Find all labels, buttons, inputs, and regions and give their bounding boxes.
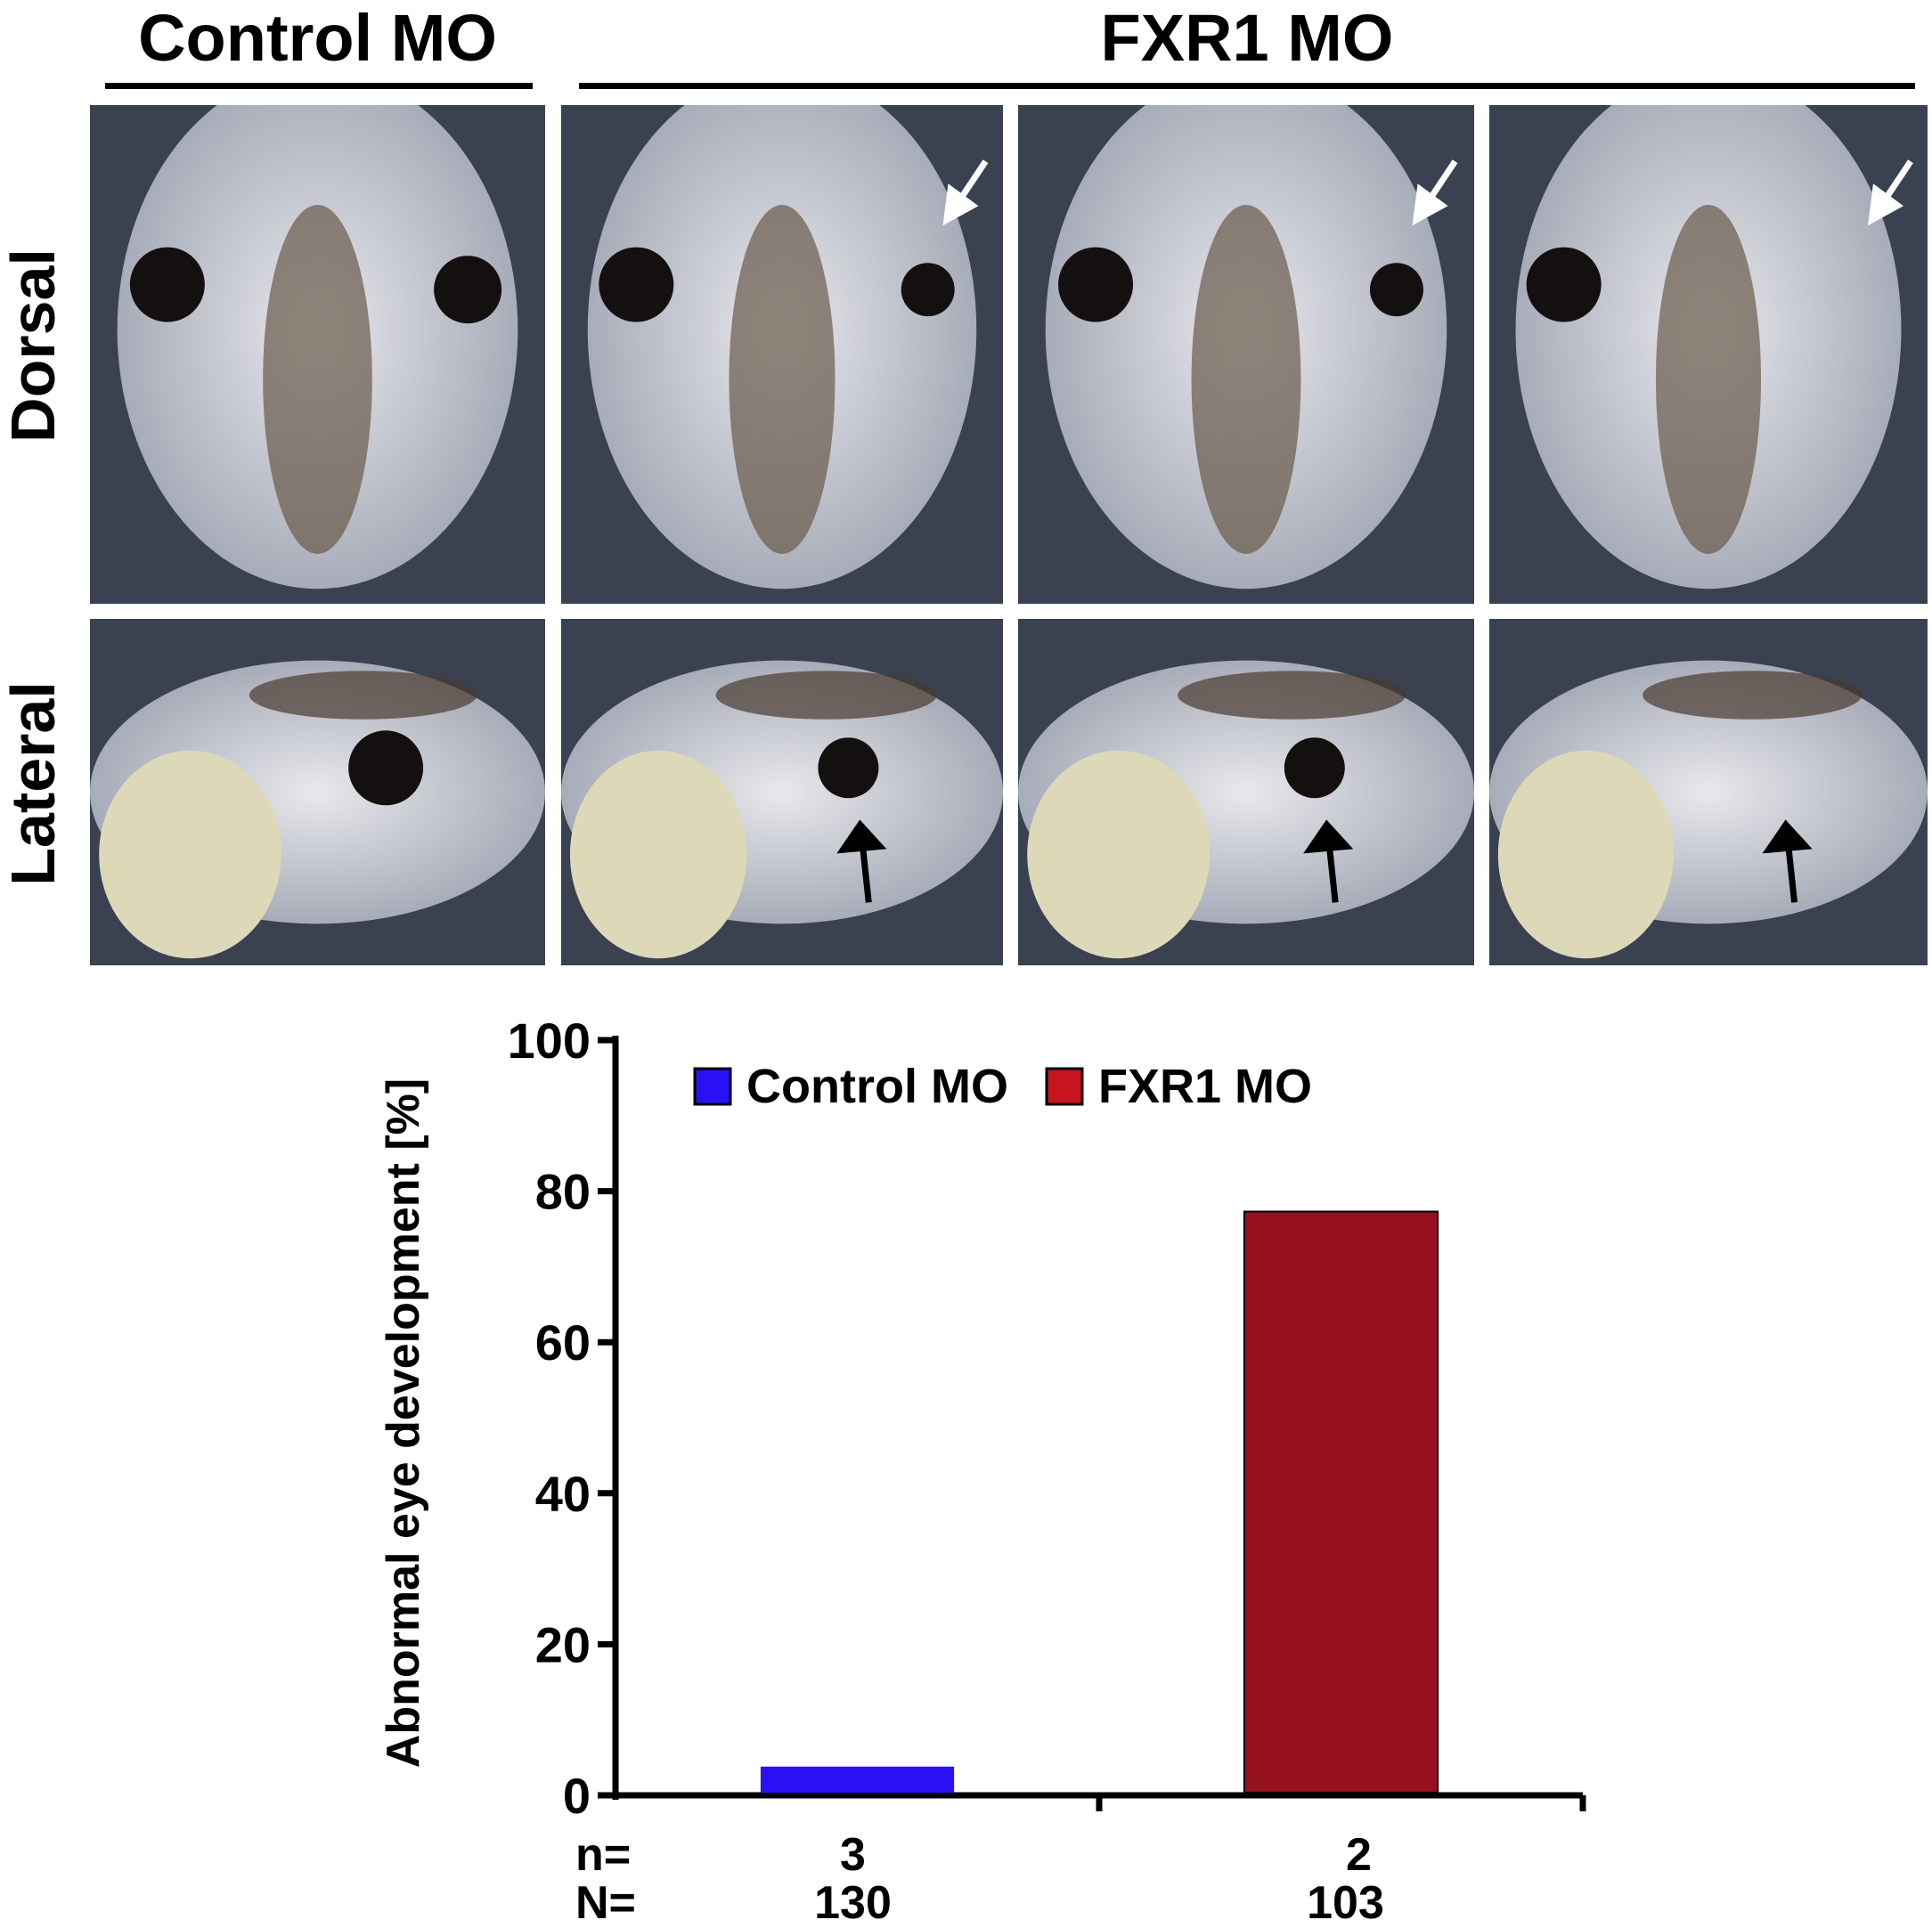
N-label: N= (575, 1877, 636, 1928)
lateral-embryo-image (1018, 619, 1474, 965)
y-tick-label: 40 (535, 1466, 591, 1522)
y-tick-label: 80 (535, 1164, 591, 1220)
dorsal-embryo-image (1489, 105, 1928, 604)
y-axis-label: Abnormal eye development [%] (378, 1078, 429, 1768)
legend-label: FXR1 MO (1098, 1060, 1312, 1113)
row-label-lateral: Lateral (0, 681, 68, 886)
header-control-mo: Control MO (138, 1, 497, 75)
N-value: 103 (1307, 1877, 1384, 1928)
bar-fxr1-mo (1243, 1210, 1439, 1794)
legend-swatch (693, 1067, 732, 1106)
N-value: 130 (814, 1877, 892, 1928)
row-label-dorsal: Dorsal (0, 248, 68, 443)
legend-swatch (1045, 1067, 1084, 1106)
lateral-embryo-image (1489, 619, 1928, 965)
lateral-embryo-image (90, 619, 545, 965)
y-tick-label: 60 (535, 1314, 591, 1371)
header-fxr1-underline (579, 83, 1915, 89)
dorsal-embryo-image (1018, 105, 1474, 604)
dorsal-embryo-image (561, 105, 1003, 604)
legend-label: Control MO (746, 1060, 1008, 1113)
n-label: n= (575, 1829, 631, 1881)
n-value: 2 (1346, 1829, 1372, 1881)
dorsal-embryo-image (90, 105, 545, 604)
bar-control-mo (760, 1766, 955, 1793)
header-fxr1-mo: FXR1 MO (1100, 1, 1394, 75)
y-tick-label: 0 (563, 1768, 591, 1824)
y-tick-label: 20 (535, 1616, 591, 1672)
lateral-embryo-image (561, 619, 1003, 965)
n-value: 3 (840, 1829, 866, 1881)
header-control-underline (105, 83, 533, 89)
y-tick-label: 100 (508, 1013, 591, 1069)
